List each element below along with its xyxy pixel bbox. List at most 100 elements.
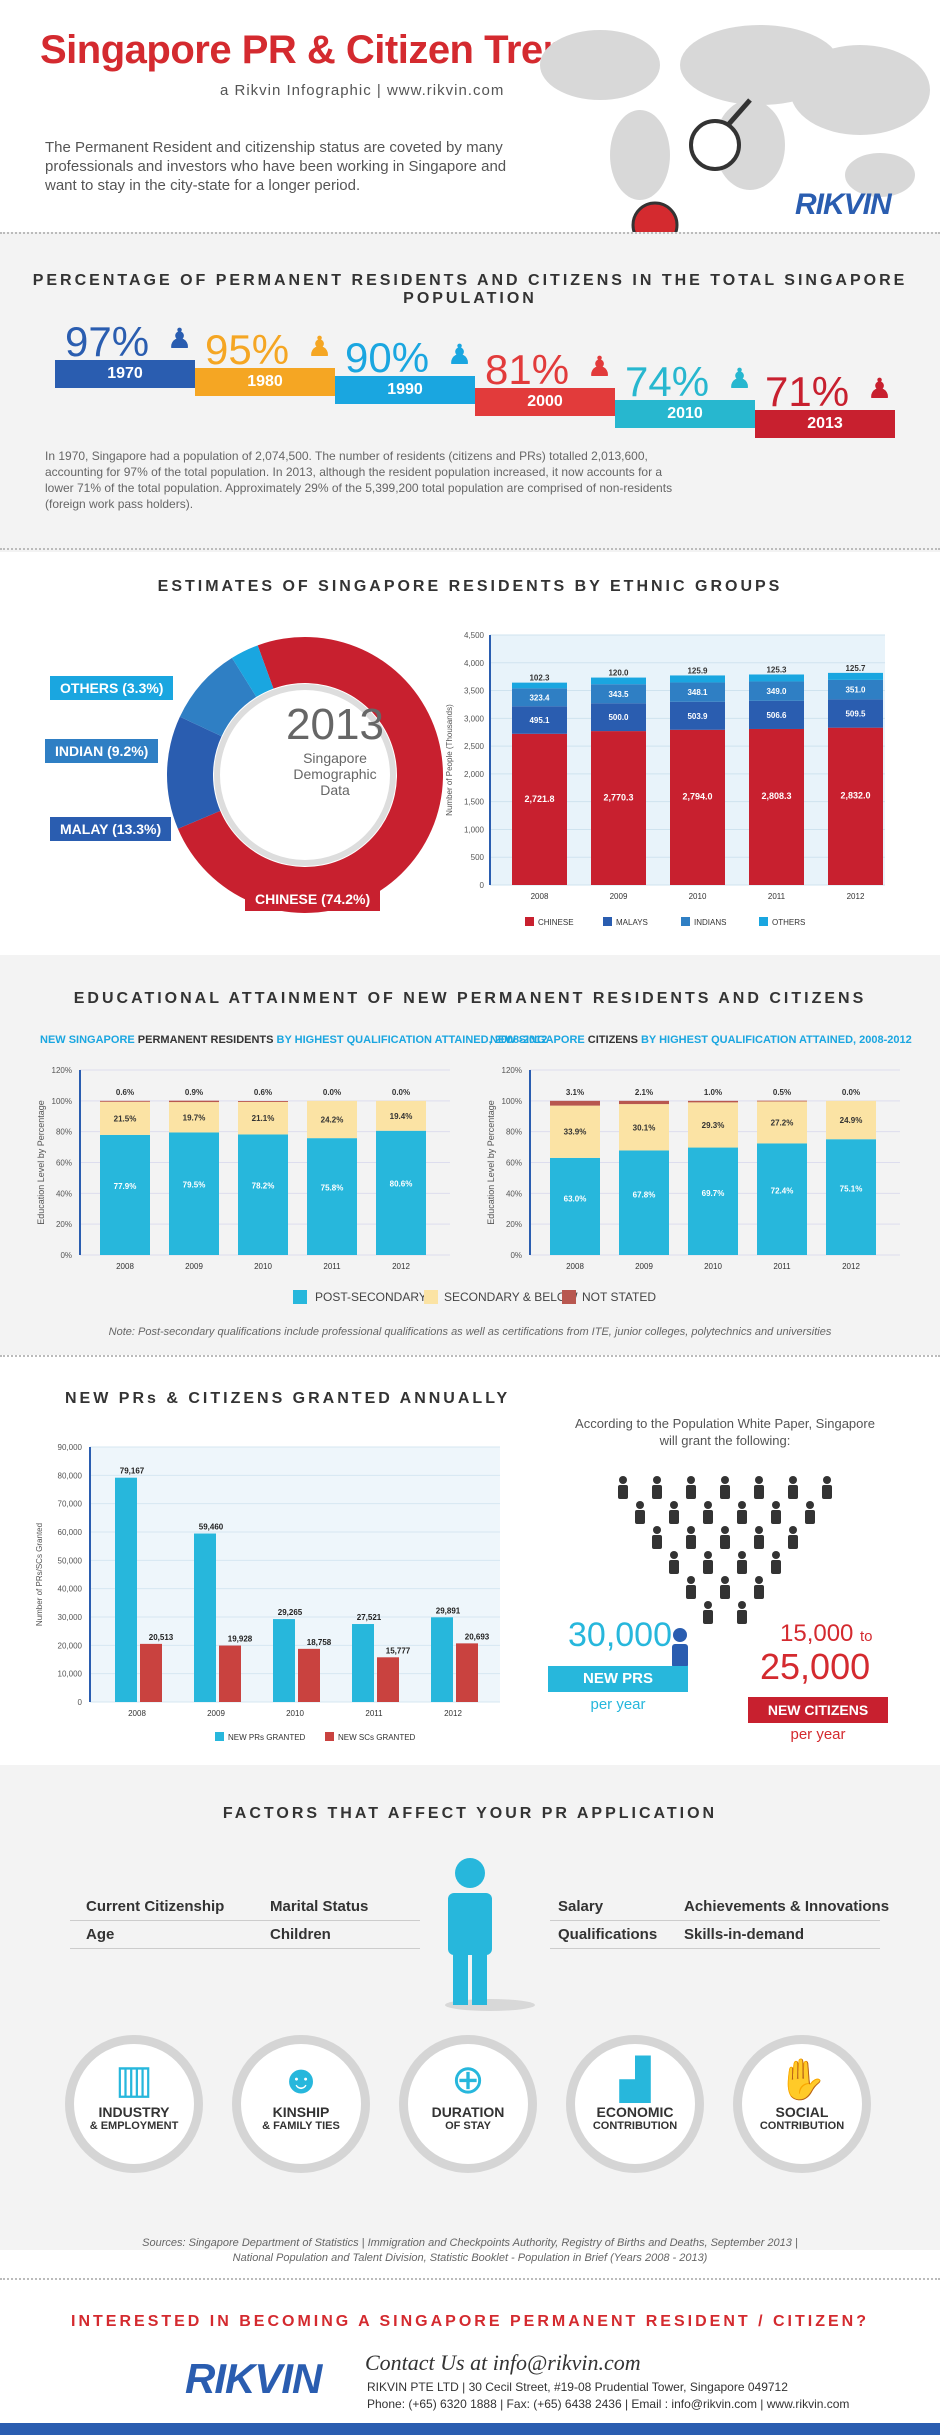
grant-bar-0-2011 <box>352 1624 374 1702</box>
edu-bar-0-2008 <box>550 1157 600 1255</box>
edu-bar-1-2009 <box>169 1102 219 1133</box>
factor-divider-right-2 <box>550 1948 880 1949</box>
eth-data-label: 125.3 <box>766 665 787 674</box>
person-icon <box>686 1526 696 1549</box>
factor-current-citizenship: Current Citizenship <box>86 1898 225 1915</box>
grant-bar-0-2009 <box>194 1533 216 1702</box>
address-text: RIKVIN PTE LTD | 30 Cecil Street, #19-08… <box>367 2380 788 2394</box>
edu-ytick: 100% <box>52 1097 72 1106</box>
edu-ytick: 100% <box>502 1097 522 1106</box>
eth-xtick: 2011 <box>768 892 786 901</box>
eth-data-label: 349.0 <box>766 687 787 696</box>
person-icon <box>652 1476 662 1499</box>
year-box-2010: 2010 <box>615 400 755 428</box>
eth-bar-malays-2010 <box>670 701 725 730</box>
eth-bar-chinese-2012 <box>828 727 883 885</box>
eth-bar-indians-2009 <box>591 684 646 704</box>
eth-ytick: 2,000 <box>464 770 485 779</box>
pct-value-2000: 81% <box>485 346 570 393</box>
edu-data-label: 27.2% <box>771 1118 794 1127</box>
eth-legend-others: OTHERS <box>772 918 805 927</box>
edu-ytick: 0% <box>60 1251 72 1260</box>
world-map-graphic <box>540 25 930 235</box>
circle-title: KINSHIP <box>272 2104 330 2120</box>
grant-data-label: 15,777 <box>386 1646 411 1655</box>
factor-circle-social: ✋ SOCIAL CONTRIBUTION <box>733 2035 871 2173</box>
edu-bar-1-2008 <box>100 1101 150 1135</box>
eth-data-label: 2,721.8 <box>524 794 554 804</box>
edu-data-label: 24.2% <box>321 1115 344 1124</box>
edu-xtick: 2008 <box>116 1262 134 1271</box>
factor-divider-left-2 <box>70 1948 420 1949</box>
edu-bar-0-2010 <box>688 1147 738 1255</box>
person-icon <box>635 1501 645 1524</box>
edu-data-label: 63.0% <box>564 1195 587 1204</box>
grant-ytick: 90,000 <box>58 1443 83 1452</box>
edu-data-label: 0.9% <box>185 1088 203 1097</box>
sc-label: NEW CITIZENS <box>748 1697 888 1723</box>
edu-bar-1-2012 <box>826 1100 876 1140</box>
edu-xtick: 2008 <box>566 1262 584 1271</box>
eth-bar-malays-2008 <box>512 706 567 734</box>
edu-ylabel: Education Level by Percentage <box>36 1100 46 1225</box>
singapore-flag-icon <box>631 201 679 235</box>
person-icon <box>771 1551 781 1574</box>
edu-ytick: 40% <box>56 1189 72 1198</box>
grant-data-label: 19,928 <box>228 1635 253 1644</box>
footer-logo: RIKVIN <box>185 2355 322 2402</box>
label-indian: INDIAN (9.2%) <box>45 739 159 763</box>
eth-bar-indians-2010 <box>670 682 725 702</box>
people-icon: ☻ <box>279 2058 323 2102</box>
building-icon: ▥ <box>115 2058 153 2102</box>
circle-title: INDUSTRY <box>98 2104 170 2120</box>
edu-bar-1-2012 <box>376 1100 426 1131</box>
eth-ytick: 4,000 <box>464 659 485 668</box>
person-icon <box>720 1476 730 1499</box>
grant-bar-1-2010 <box>298 1648 320 1702</box>
person-icon <box>805 1501 815 1524</box>
grant-bar-1-2008 <box>140 1643 162 1702</box>
person-icon <box>686 1576 696 1599</box>
sc-to: to <box>860 1628 873 1645</box>
factor-marital-status: Marital Status <box>270 1898 369 1915</box>
factor-skills: Skills-in-demand <box>684 1926 805 1943</box>
person-icon <box>703 1501 713 1524</box>
edu-data-label: 0.0% <box>842 1088 860 1097</box>
grant-ylabel: Number of PRs/SCs Granted <box>35 1523 44 1626</box>
grant-xtick: 2012 <box>444 1709 462 1718</box>
edu-data-label: 2.1% <box>635 1088 653 1097</box>
edu-xtick: 2009 <box>185 1262 203 1271</box>
edu-bar-1-2010 <box>238 1101 288 1135</box>
grant-ytick: 80,000 <box>58 1471 83 1480</box>
circle-subtitle: & FAMILY TIES <box>262 2120 340 2132</box>
eth-legend-chinese: CHINESE <box>538 918 574 927</box>
edu-bar-2-2010 <box>688 1100 738 1103</box>
cta-text: INTERESTED IN BECOMING A SINGAPORE PERMA… <box>71 2313 869 2330</box>
eth-ytick: 1,000 <box>464 825 485 834</box>
edu-data-label: 29.3% <box>702 1121 725 1130</box>
circle-subtitle: OF STAY <box>445 2120 491 2132</box>
person-icon <box>788 1476 798 1499</box>
page-subtitle: a Rikvin Infographic | www.rikvin.com <box>220 82 505 99</box>
edu-bar-0-2011 <box>307 1138 357 1255</box>
pct-value-2010: 74% <box>625 358 710 405</box>
eth-bar-others-2009 <box>591 677 646 685</box>
grants-bar-chart: 0 10,000 20,000 30,000 40,000 50,000 60,000 70,… <box>35 1443 500 1742</box>
eth-ytick: 0 <box>480 881 485 890</box>
grant-data-label: 27,521 <box>357 1613 382 1622</box>
donut-line2: Demographic <box>293 766 377 782</box>
magnifier-icon <box>689 119 741 171</box>
section3-title: EDUCATIONAL ATTAINMENT OF NEW PERMANENT … <box>73 990 867 1007</box>
eth-data-label: 2,794.0 <box>682 792 712 802</box>
circle-title: ECONOMIC <box>596 2104 674 2120</box>
grant-legend-label: NEW SCs GRANTED <box>338 1733 416 1742</box>
edu-ytick: 20% <box>56 1220 72 1229</box>
footer-bar <box>0 2423 940 2435</box>
eth-bar-others-2010 <box>670 675 725 683</box>
grant-ytick: 20,000 <box>58 1641 83 1650</box>
section1-title: PERCENTAGE OF PERMANENT RESIDENTS AND CI… <box>32 272 908 307</box>
donut-slice-others <box>232 645 274 697</box>
donut-slice-chinese <box>177 637 443 913</box>
factor-salary: Salary <box>558 1898 604 1915</box>
edu-data-label: 19.7% <box>183 1113 206 1122</box>
